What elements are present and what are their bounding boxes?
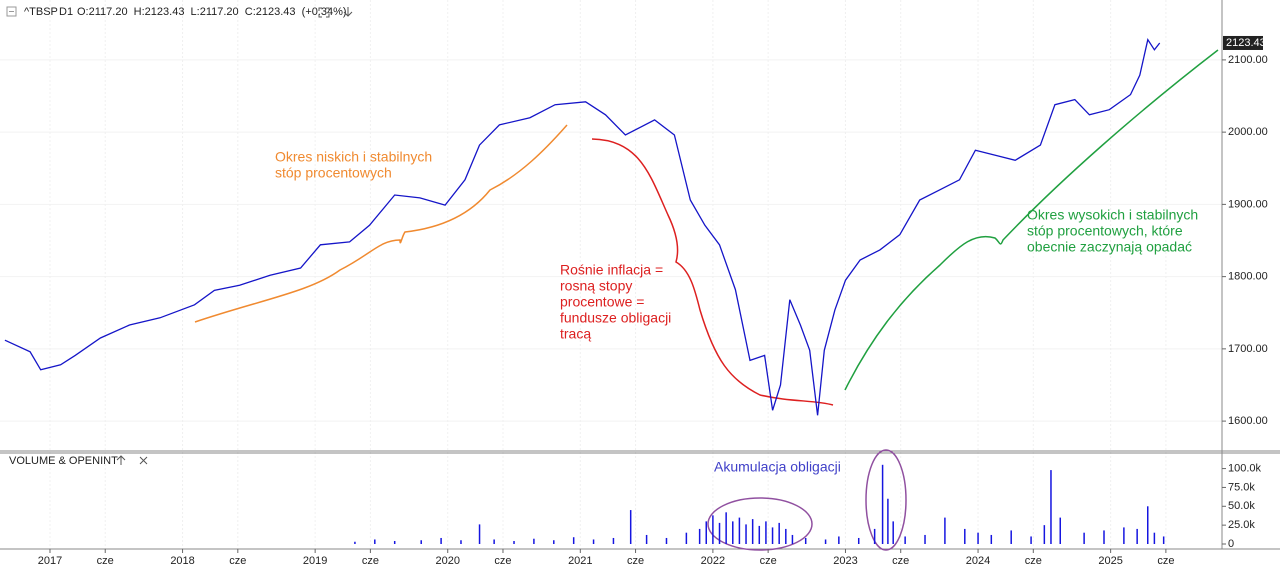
annotation: fundusze obligacji	[560, 310, 671, 326]
annotation: Okres wysokich i stabilnych	[1027, 207, 1198, 223]
x-tick-label: 2019	[303, 555, 327, 567]
x-tick-label: cze	[229, 555, 246, 567]
y-tick-label: 1800.00	[1228, 271, 1268, 283]
grid	[0, 0, 1222, 549]
trend-sketch	[591, 138, 834, 406]
y-tick-label: 1600.00	[1228, 415, 1268, 427]
annotation: rosną stopy	[560, 278, 632, 294]
y-tick-label: 1900.00	[1228, 198, 1268, 210]
x-tick-label: cze	[1157, 555, 1174, 567]
y-tick-label: 0	[1228, 538, 1234, 550]
panel-title: VOLUME & OPENINT	[9, 455, 118, 467]
y-tick-label: 75.0k	[1228, 481, 1255, 493]
last-price-label: 2123.43	[1226, 37, 1266, 49]
x-tick-label: cze	[1025, 555, 1042, 567]
annotation: Akumulacja obligacji	[714, 459, 841, 475]
timeframe: D1	[59, 6, 73, 18]
x-tick-label: 2017	[38, 555, 62, 567]
last-price-box	[1223, 35, 1263, 50]
y-tick-label: 1700.00	[1228, 343, 1268, 355]
move-up-icon[interactable]	[116, 455, 126, 465]
symbol: ^TBSP	[24, 6, 58, 18]
annotation: obecnie zaczynają opadać	[1027, 239, 1192, 255]
annotation: Okres niskich i stabilnych	[275, 149, 432, 165]
highlight-ellipse	[865, 449, 907, 551]
x-tick-label: 2023	[833, 555, 857, 567]
annotation: Rośnie inflacja =	[560, 262, 663, 278]
maximize-icon[interactable]	[318, 7, 330, 18]
x-tick-label: 2024	[966, 555, 990, 567]
x-tick-label: cze	[97, 555, 114, 567]
x-tick-label: 2018	[170, 555, 194, 567]
x-tick-label: 2020	[435, 555, 459, 567]
download-icon[interactable]	[343, 7, 353, 17]
x-tick-label: 2025	[1098, 555, 1122, 567]
y-tick-label: 25.0k	[1228, 519, 1255, 531]
x-tick-label: 2022	[701, 555, 725, 567]
close-icon[interactable]	[139, 456, 148, 465]
x-tick-label: cze	[494, 555, 511, 567]
price-line	[4, 38, 1161, 416]
annotation: stóp procentowych, które	[1027, 223, 1183, 239]
collapse-icon[interactable]	[6, 6, 17, 17]
y-tick-label: 50.0k	[1228, 500, 1255, 512]
x-tick-label: cze	[760, 555, 777, 567]
x-tick-label: cze	[362, 555, 379, 567]
annotation: tracą	[560, 326, 591, 342]
annotation: stóp procentowych	[275, 165, 392, 181]
quote: O:2117.20 H:2123.43 L:2117.20 C:2123.43 …	[77, 6, 347, 18]
annotation: procentowe =	[560, 294, 644, 310]
trend-sketch	[844, 49, 1219, 391]
x-tick-label: 2021	[568, 555, 592, 567]
y-tick-label: 2000.00	[1228, 126, 1268, 138]
x-tick-label: cze	[892, 555, 909, 567]
highlight-ellipse	[707, 497, 813, 551]
x-tick-label: cze	[627, 555, 644, 567]
trend-sketch	[194, 124, 568, 323]
y-tick-label: 2100.00	[1228, 54, 1268, 66]
y-tick-label: 100.0k	[1228, 462, 1262, 474]
